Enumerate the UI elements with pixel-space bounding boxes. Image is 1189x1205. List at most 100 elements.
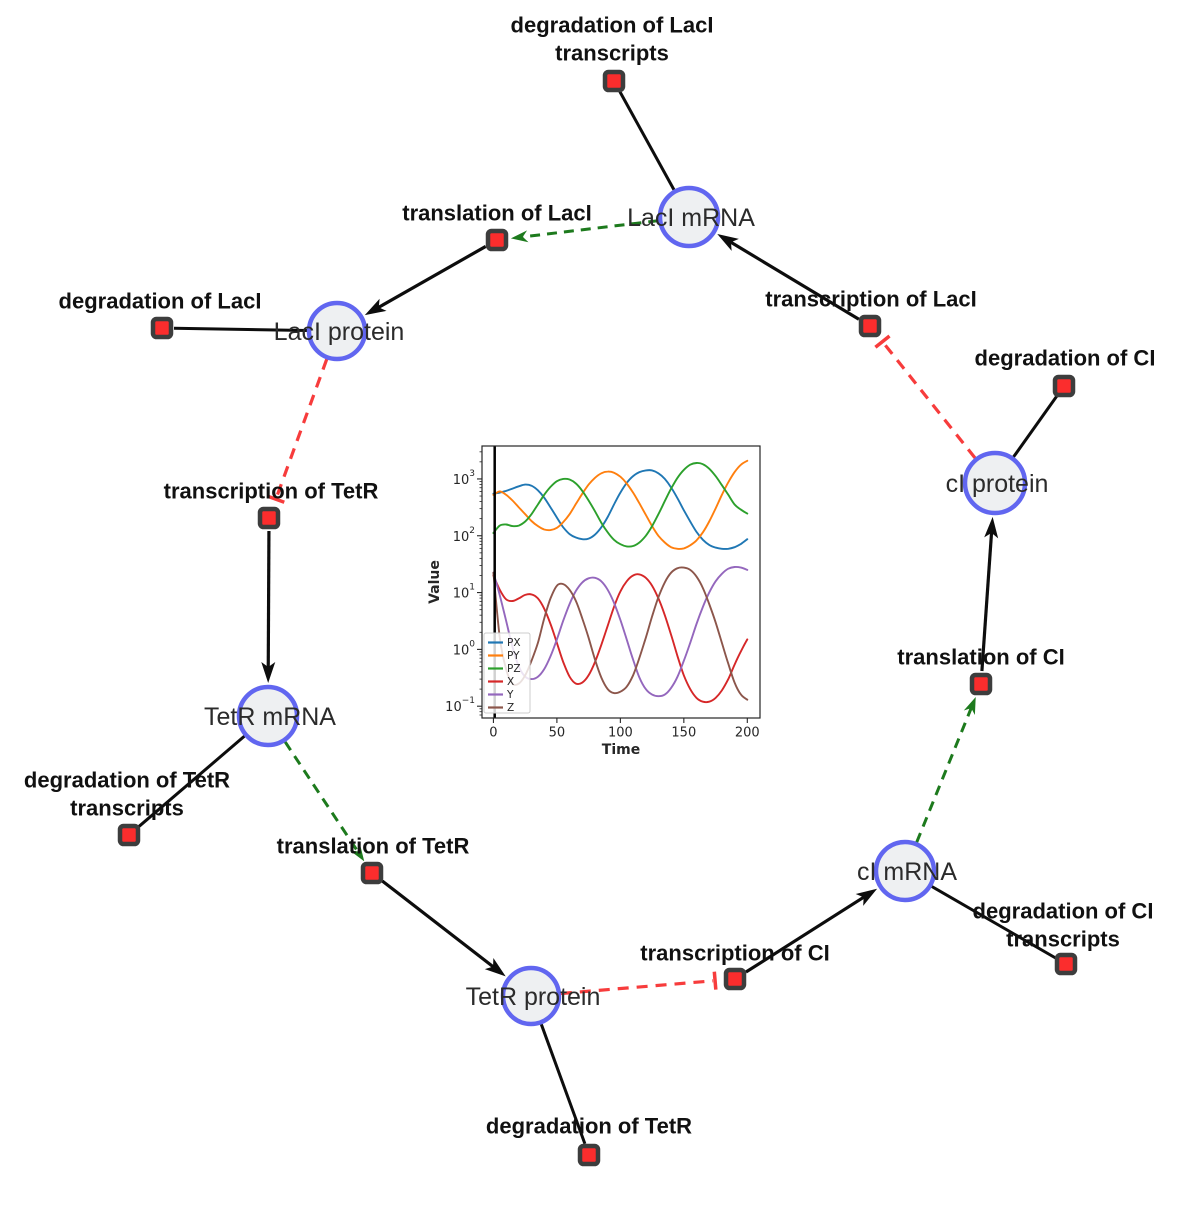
x-tick-label: 100 <box>608 726 633 741</box>
modifier-arrowhead-icon <box>510 230 529 243</box>
x-tick-label: 50 <box>549 726 566 741</box>
edge-modifier-ci-mrna-transl-ci <box>915 696 976 843</box>
y-tick-label: 102 <box>453 526 475 545</box>
series-line-y <box>492 565 749 698</box>
reaction-node-deg-ci[interactable] <box>1052 374 1076 398</box>
edge-line-tetr-protein-deg-tetr <box>539 1023 587 1145</box>
species-node-laci-mrna[interactable] <box>657 185 721 249</box>
edge-inhibition-ci-protein-transc-laci <box>874 334 977 459</box>
x-tick-label: 150 <box>671 726 696 741</box>
edge-arrow-transc-ci-ci-mrna <box>745 888 878 974</box>
reaction-label-transc-laci-line1: transcription of LacI <box>765 287 976 312</box>
edge-inhibition-tetr-protein-transc-ci <box>560 971 718 996</box>
x-axis-label: Time <box>602 742 640 758</box>
edge-line-ci-protein-deg-ci <box>1012 394 1059 458</box>
reaction-node-deg-laci[interactable] <box>150 316 174 340</box>
reaction-node-transl-ci[interactable] <box>969 672 993 696</box>
reaction-label-deg-laci-line1: degradation of LacI <box>59 289 262 314</box>
reaction-node-deg-laci-tx[interactable] <box>602 69 626 93</box>
reaction-label-deg-ci-line1: degradation of CI <box>975 346 1156 371</box>
species-label-laci-protein: LacI protein <box>274 318 405 346</box>
reaction-label-deg-laci-tx-line1: degradation of LacI <box>511 13 714 38</box>
x-tick-label: 200 <box>735 726 760 741</box>
species-label-tetr-protein: TetR protein <box>466 983 601 1011</box>
inhibition-tbar-icon <box>712 971 718 990</box>
reaction-node-transc-laci[interactable] <box>858 314 882 338</box>
arrowhead-icon <box>364 298 387 316</box>
reaction-label-deg-tetr-line1: degradation of TetR <box>486 1114 692 1139</box>
reaction-label-deg-laci-tx-line2: transcripts <box>555 41 669 66</box>
plot-frame <box>481 445 761 719</box>
edge-arrow-transl-laci-laci-protein <box>364 245 487 316</box>
inhibition-tbar-icon <box>266 494 285 504</box>
series-line-z <box>492 566 749 701</box>
y-tick-label: 101 <box>453 583 475 602</box>
reaction-label-transl-ci-line1: translation of CI <box>897 645 1064 670</box>
reaction-node-transc-tetr[interactable] <box>257 506 281 530</box>
edge-arrow-transc-tetr-tetr-mrna <box>261 530 276 684</box>
species-node-laci-protein[interactable] <box>306 300 368 362</box>
series-line-pz <box>492 462 749 548</box>
species-node-ci-mrna[interactable] <box>873 839 937 903</box>
series-line-x <box>492 573 749 704</box>
edge-line-tetr-mrna-deg-tetr-tx <box>137 735 246 829</box>
inhibition-tbar-icon <box>874 334 891 349</box>
series-line-px <box>492 469 749 550</box>
reaction-label-deg-tetr-tx-line1: degradation of TetR <box>24 768 230 793</box>
legend-label-py: PY <box>507 650 520 662</box>
reaction-node-transl-laci[interactable] <box>485 228 509 252</box>
reaction-node-deg-tetr[interactable] <box>577 1143 601 1167</box>
edge-modifier-tetr-mrna-transl-tetr <box>283 741 365 862</box>
arrowhead-icon <box>261 661 276 684</box>
edge-arrow-transl-ci-ci-protein <box>980 516 999 672</box>
edge-arrow-transl-tetr-tetr-protein <box>381 879 506 977</box>
legend-label-y: Y <box>506 689 514 701</box>
reaction-label-deg-tetr-tx-line2: transcripts <box>70 796 184 821</box>
labels-layer: LacI mRNA LacI protein cI protein TetR mRNA… <box>24 13 1156 1139</box>
species-label-ci-mrna: cI mRNA <box>857 858 957 886</box>
x-tick-label: 0 <box>489 726 497 741</box>
arrowhead-icon <box>484 958 506 977</box>
species-label-ci-protein: cI protein <box>946 470 1049 498</box>
y-axis-label: Value <box>427 560 443 604</box>
legend-box <box>483 632 531 714</box>
reaction-label-transc-ci-line1: transcription of CI <box>640 941 829 966</box>
arrowhead-icon <box>717 234 739 251</box>
reaction-label-transl-laci-line1: translation of LacI <box>402 201 591 226</box>
edges-layer <box>137 90 1059 1145</box>
legend-label-px: PX <box>507 637 521 649</box>
arrowhead-icon <box>984 516 999 539</box>
modifier-arrowhead-icon <box>963 696 976 715</box>
reaction-node-deg-ci-tx[interactable] <box>1054 952 1078 976</box>
legend-label-z: Z <box>507 702 514 714</box>
reaction-node-deg-tetr-tx[interactable] <box>117 823 141 847</box>
species-node-tetr-mrna[interactable] <box>236 684 300 748</box>
reaction-label-deg-ci-tx-line1: degradation of CI <box>973 899 1154 924</box>
edge-line-laci-mrna-deg-laci-tx <box>618 90 676 191</box>
edge-inhibition-laci-protein-transc-tetr <box>266 358 329 504</box>
nodes-layer <box>117 69 1078 1167</box>
series-line-py <box>492 459 749 550</box>
reaction-node-transc-ci[interactable] <box>723 967 747 991</box>
arrowhead-icon <box>855 888 878 906</box>
edge-arrow-transc-laci-laci-mrna <box>717 234 860 321</box>
legend-label-x: X <box>507 676 514 688</box>
reaction-label-transc-tetr-line1: transcription of TetR <box>164 479 379 504</box>
species-label-laci-mrna: LacI mRNA <box>627 204 755 232</box>
species-node-tetr-protein[interactable] <box>500 965 562 1027</box>
legend-label-pz: PZ <box>507 663 521 675</box>
edge-line-ci-mrna-deg-ci-tx <box>931 885 1057 960</box>
species-node-ci-protein[interactable] <box>962 450 1028 516</box>
plot-curves <box>492 446 749 718</box>
modifier-arrowhead-icon <box>349 843 365 862</box>
reaction-node-transl-tetr[interactable] <box>360 861 384 885</box>
edge-line-laci-protein-deg-laci <box>173 326 308 332</box>
y-tick-label: 100 <box>453 639 476 658</box>
species-label-tetr-mrna: TetR mRNA <box>204 703 336 731</box>
reaction-label-transl-tetr-line1: translation of TetR <box>277 834 470 859</box>
y-tick-label: 103 <box>453 469 475 488</box>
